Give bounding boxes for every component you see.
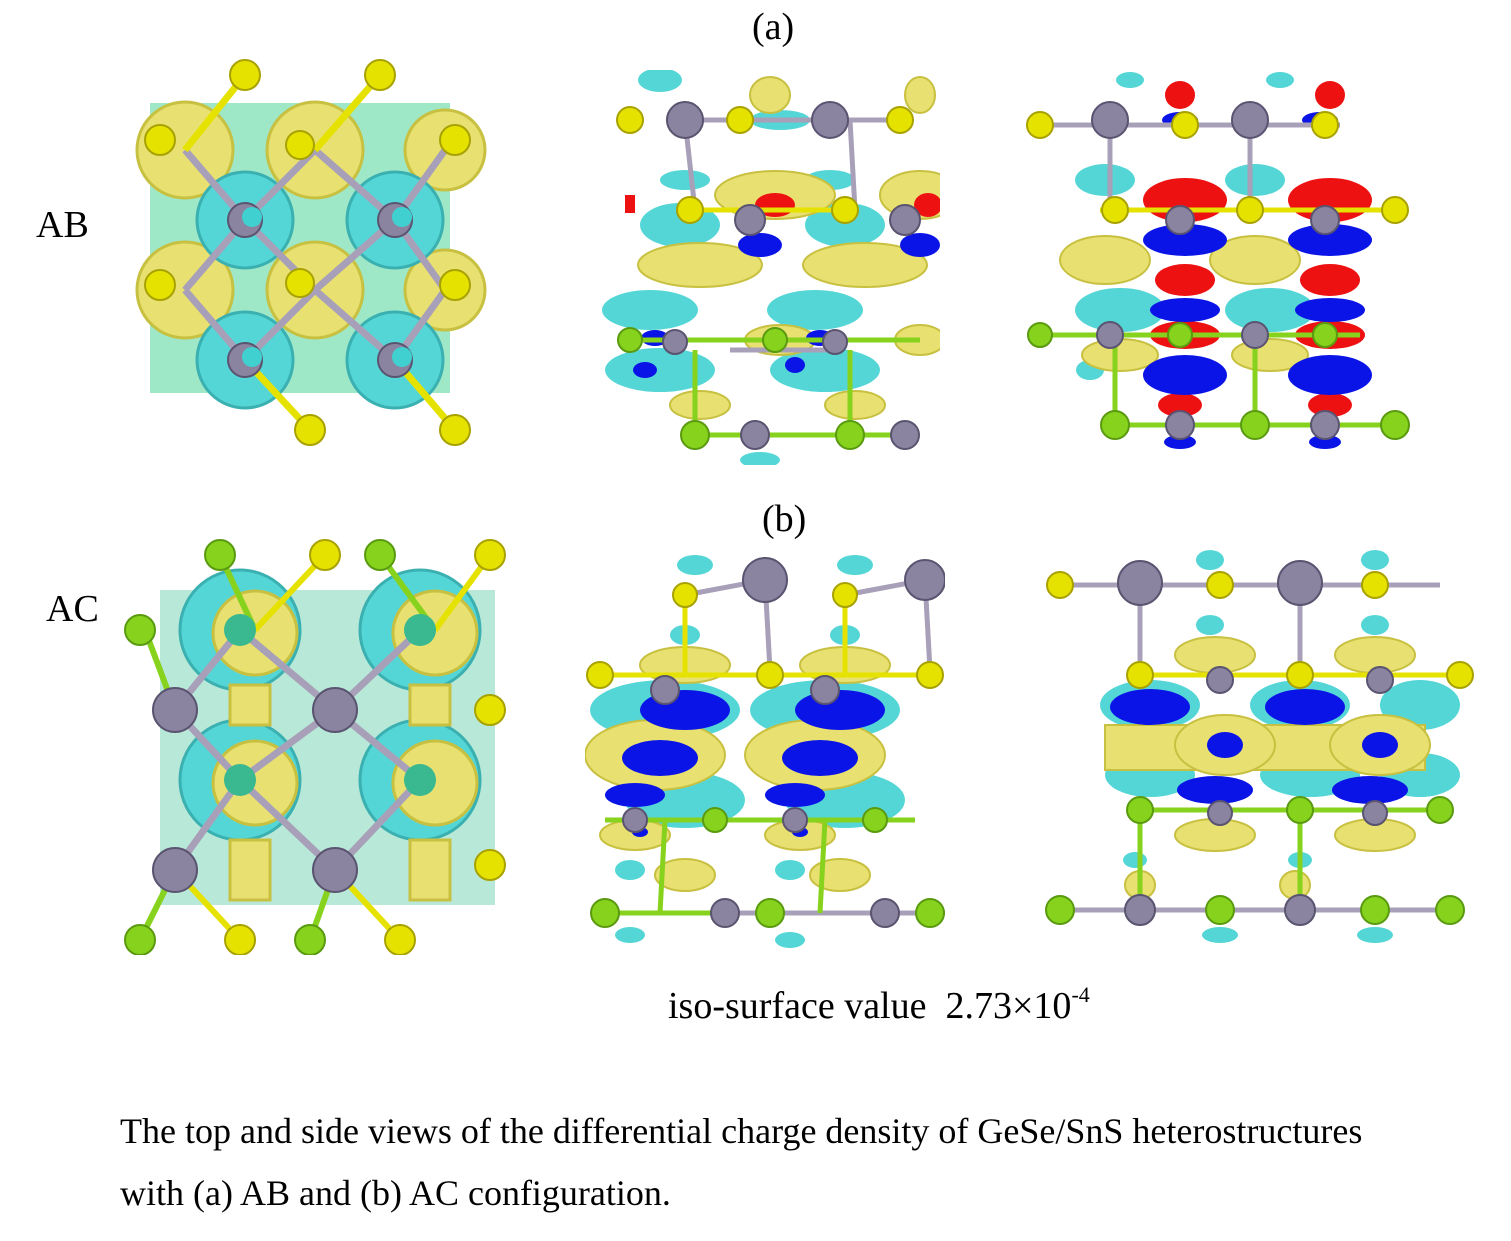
ab-top-view-image <box>130 55 490 450</box>
panel-label-a: (a) <box>752 6 795 48</box>
panel-label-b: (b) <box>762 498 807 540</box>
row-label-ac: AC <box>46 588 99 630</box>
iso-surface-base: 2.73×10 <box>945 985 1072 1027</box>
figure-caption: The top and side views of the differenti… <box>120 1100 1511 1224</box>
row-label-ab: AB <box>36 204 89 246</box>
ab-side-view-1-image <box>600 70 940 465</box>
caption-line-2: with (a) AB and (b) AC configuration. <box>120 1173 671 1213</box>
ac-side-view-1-image <box>585 545 945 955</box>
iso-surface-label: iso-surface value <box>668 985 927 1027</box>
ab-side-view-2-image <box>1020 70 1420 465</box>
ac-top-view-image <box>120 535 530 955</box>
caption-line-1: The top and side views of the differenti… <box>120 1111 1363 1151</box>
iso-surface-value: iso-surface value 2.73×10-4 <box>668 982 1090 1028</box>
iso-surface-exponent: -4 <box>1071 982 1090 1007</box>
ac-side-view-2-image <box>1040 545 1480 955</box>
